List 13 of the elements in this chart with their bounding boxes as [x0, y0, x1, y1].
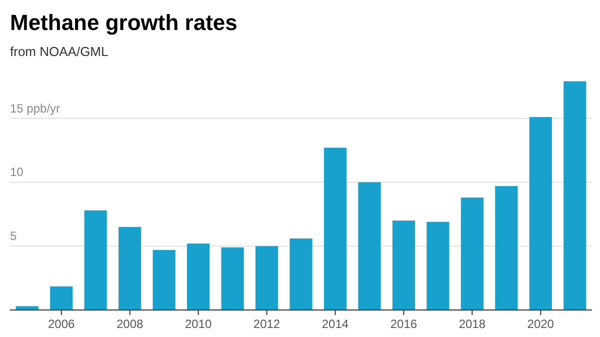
- x-tick-label: 2016: [390, 317, 418, 331]
- x-tick-label: 2008: [116, 317, 144, 331]
- y-tick-label: 5: [10, 229, 17, 244]
- x-tick-label: 2014: [322, 317, 349, 331]
- x-tick-label: 2018: [458, 317, 486, 331]
- chart-subtitle: from NOAA/GML: [10, 44, 108, 59]
- y-tick-label: 15 ppb/yr: [10, 101, 60, 116]
- x-tick-label: 2006: [48, 317, 76, 331]
- chart-title: Methane growth rates: [10, 10, 238, 35]
- x-tick-label: 2010: [184, 317, 212, 331]
- x-tick-label: 2020: [527, 317, 554, 331]
- x-tick-label: 2012: [253, 317, 280, 331]
- y-tick-label: 10: [10, 165, 24, 180]
